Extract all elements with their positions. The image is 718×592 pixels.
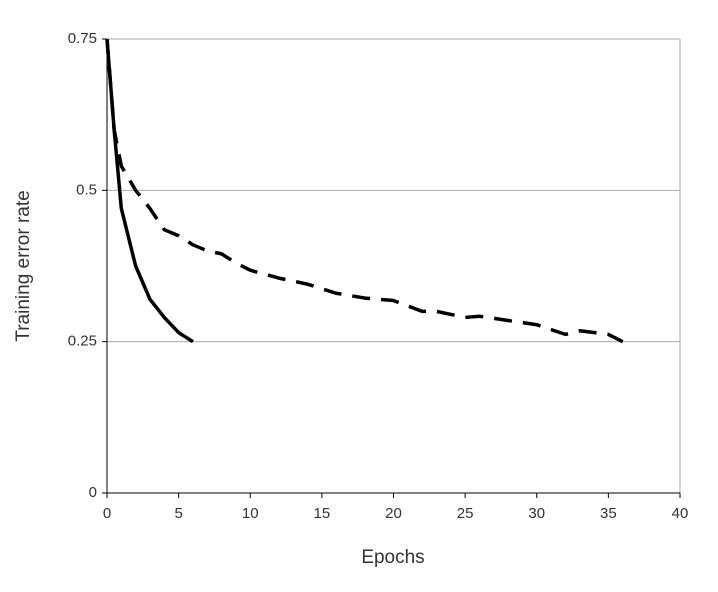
y-tick-label: 0.75 bbox=[68, 30, 97, 47]
y-axis-title: Training error rate bbox=[13, 190, 34, 341]
x-tick-label: 30 bbox=[528, 505, 545, 522]
y-tick-label: 0.5 bbox=[76, 181, 97, 198]
x-axis-title: Epochs bbox=[361, 547, 424, 568]
x-tick-label: 0 bbox=[103, 505, 111, 522]
x-tick-label: 10 bbox=[242, 505, 259, 522]
y-tick-label: 0.25 bbox=[68, 333, 97, 350]
x-tick-label: 20 bbox=[385, 505, 402, 522]
y-tick-label: 0 bbox=[89, 484, 97, 501]
x-tick-label: 25 bbox=[457, 505, 474, 522]
x-tick-label: 15 bbox=[314, 505, 331, 522]
x-tick-label: 5 bbox=[174, 505, 182, 522]
x-tick-label: 40 bbox=[672, 505, 689, 522]
line-series bbox=[105, 38, 624, 344]
x-tick-label: 35 bbox=[600, 505, 617, 522]
